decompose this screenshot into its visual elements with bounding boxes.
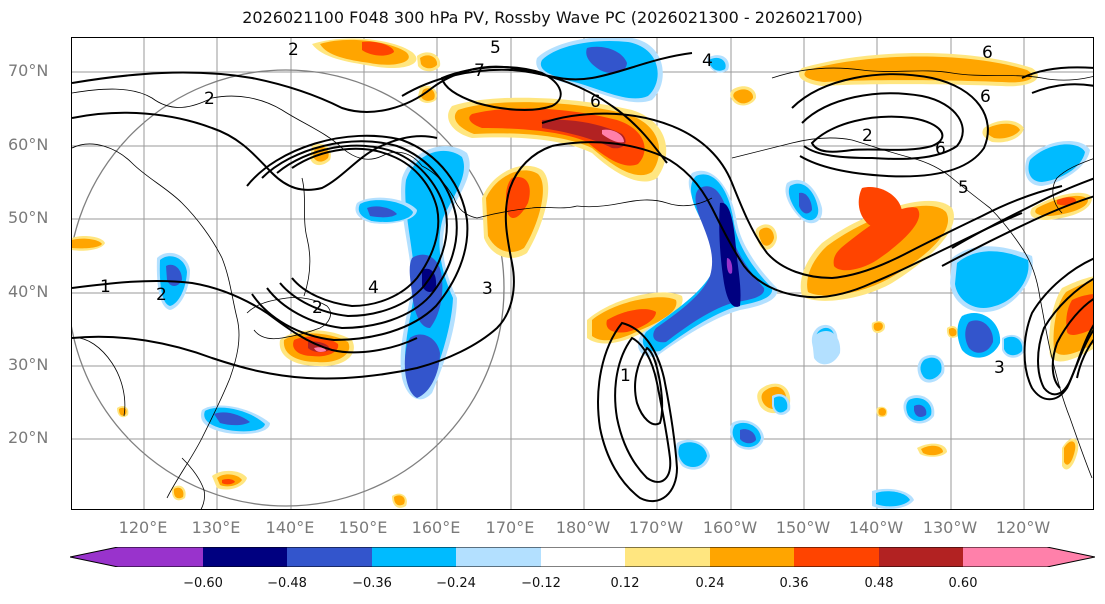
colorbar-cell <box>118 547 203 567</box>
contour-label: 1 <box>100 277 111 297</box>
colorbar-cell <box>456 547 541 567</box>
contour-label: 1 <box>620 366 631 386</box>
coastlines <box>72 67 1093 509</box>
colorbar <box>69 546 1096 571</box>
contour-label: 6 <box>982 43 993 63</box>
lon-label-150w: 150°W <box>775 518 831 537</box>
colorbar-cell <box>541 547 625 567</box>
colorbar-tick: 0.12 <box>610 576 640 591</box>
contour-label: 4 <box>702 51 713 71</box>
contour-label: 4 <box>368 278 379 298</box>
colorbar-tick: 0.36 <box>779 576 809 591</box>
lon-label-180w: 180°W <box>555 518 611 537</box>
contour-label: 2 <box>312 298 323 318</box>
contour-label: 6 <box>590 92 601 112</box>
map-panel: 5 7 6 6 2 2 2 1 2 2 4 3 3 4 5 6 6 1 <box>71 37 1094 510</box>
lat-label-70n: 70°N <box>8 61 49 80</box>
colorbar-extend-max <box>1047 547 1095 567</box>
contour-label: 6 <box>935 139 946 159</box>
contour-label: 6 <box>980 87 991 107</box>
lon-label-120e: 120°E <box>118 518 168 537</box>
colorbar-cell <box>963 547 1047 567</box>
lat-label-20n: 20°N <box>8 428 49 447</box>
colorbar-cell <box>710 547 794 567</box>
contour-label: 5 <box>958 178 969 198</box>
colorbar-tick: −0.48 <box>267 576 307 591</box>
colorbar-cell <box>372 547 456 567</box>
colorbar-tick: −0.24 <box>436 576 476 591</box>
range-circle <box>72 69 505 507</box>
lon-label-160w: 160°W <box>702 518 758 537</box>
contour-labels: 5 7 6 6 2 2 2 1 2 2 4 3 3 4 5 6 6 1 <box>100 38 1005 386</box>
contour-label: 2 <box>156 285 167 305</box>
map-title: 2026021100 F048 300 hPa PV, Rossby Wave … <box>242 8 863 27</box>
contour-label: 3 <box>482 279 493 299</box>
lon-label-150e: 150°E <box>338 518 388 537</box>
colorbar-cell <box>794 547 879 567</box>
colorbar-tick: −0.36 <box>352 576 392 591</box>
lat-label-40n: 40°N <box>8 282 49 301</box>
colorbar-tick: −0.60 <box>183 576 223 591</box>
lat-label-60n: 60°N <box>8 135 49 154</box>
pv-contours <box>72 52 1093 503</box>
lon-label-130w: 130°W <box>922 518 978 537</box>
colorbar-tick: 0.48 <box>864 576 894 591</box>
colorbar-cell <box>879 547 963 567</box>
colorbar-extend-min <box>70 547 118 567</box>
colorbar-tick: 0.60 <box>948 576 978 591</box>
map-canvas: 5 7 6 6 2 2 2 1 2 2 4 3 3 4 5 6 6 1 <box>72 38 1093 509</box>
lat-label-30n: 30°N <box>8 355 49 374</box>
lat-label-50n: 50°N <box>8 208 49 227</box>
colorbar-canvas <box>69 546 1096 568</box>
colorbar-tick: 0.24 <box>695 576 725 591</box>
contour-label: 2 <box>204 89 215 109</box>
colorbar-cell <box>203 547 287 567</box>
contour-label: 3 <box>994 358 1005 378</box>
contour-label: 7 <box>474 61 485 81</box>
lon-label-170e: 170°E <box>485 518 535 537</box>
lon-label-160e: 160°E <box>411 518 461 537</box>
lon-label-120w: 120°W <box>995 518 1051 537</box>
contour-label: 5 <box>490 38 501 58</box>
lon-label-130e: 130°E <box>191 518 241 537</box>
lon-label-140e: 140°E <box>265 518 315 537</box>
lon-label-140w: 140°W <box>848 518 904 537</box>
colorbar-tick: −0.12 <box>521 576 561 591</box>
positive-anomaly-shading <box>72 38 1093 508</box>
contour-label: 2 <box>862 126 873 146</box>
colorbar-cell <box>625 547 710 567</box>
lon-label-170w: 170°W <box>628 518 684 537</box>
colorbar-cell <box>287 547 372 567</box>
contour-label: 2 <box>288 40 299 60</box>
